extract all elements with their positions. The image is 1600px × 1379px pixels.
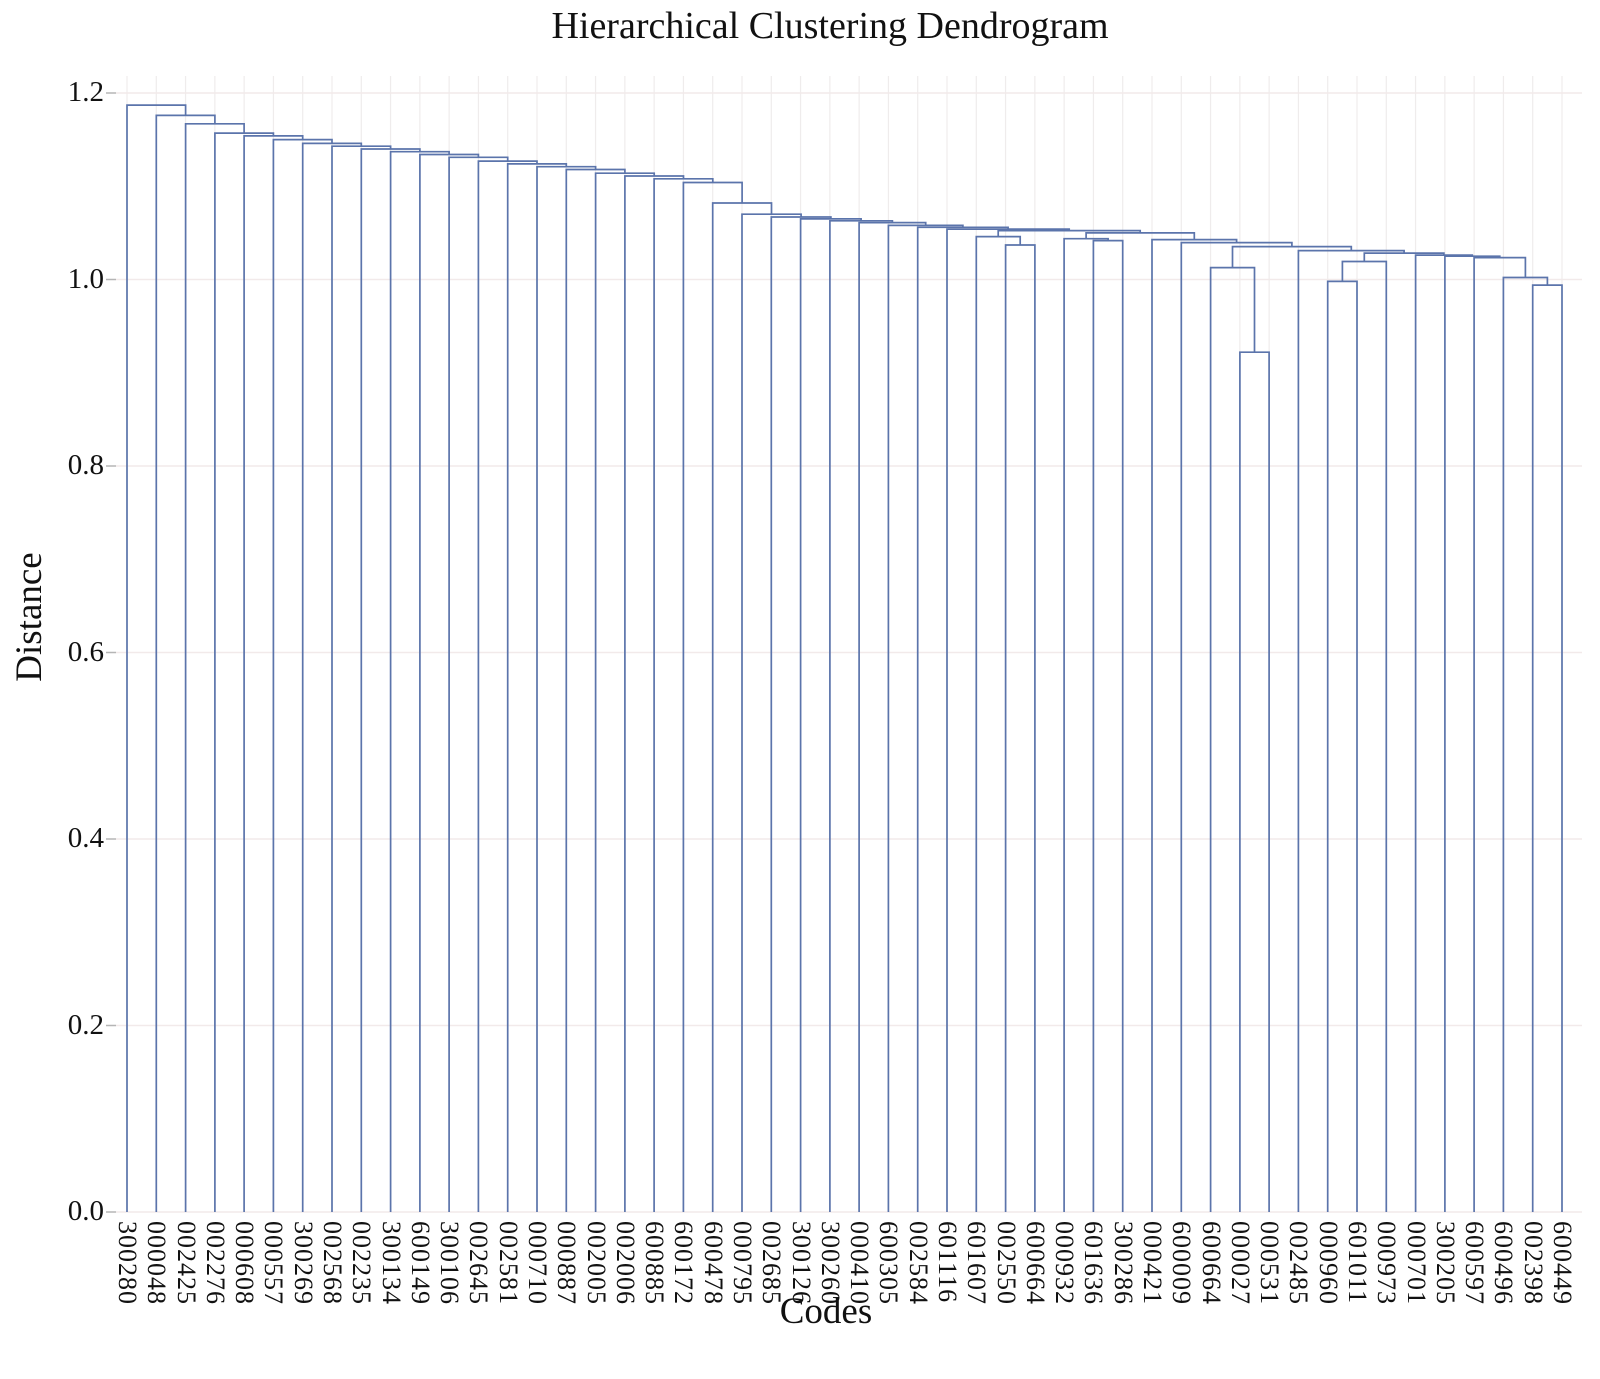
y-tick-label: 0.8: [67, 449, 104, 481]
y-tick-label: 0.0: [67, 1195, 104, 1227]
x-tick-label: 002398: [1518, 1221, 1548, 1305]
dendrogram-link: [887, 224, 964, 1212]
dendrogram-link: [1151, 238, 1238, 1212]
x-tick-label: 002584: [903, 1221, 933, 1305]
x-tick-label: 601116: [932, 1221, 962, 1304]
dendrogram-link: [1531, 284, 1563, 1212]
x-tick-label: 601011: [1342, 1221, 1372, 1305]
x-tick-label: 002550: [991, 1221, 1021, 1305]
x-tick-label: 600449: [1547, 1221, 1577, 1305]
chart-title: Hierarchical Clustering Dendrogram: [551, 5, 1109, 47]
x-tick-label: 000701: [1401, 1221, 1431, 1305]
dendrogram-link: [1239, 351, 1270, 1212]
y-tick-label: 1.2: [67, 76, 104, 108]
x-axis-label: Codes: [779, 1291, 873, 1332]
dendrogram-link: [1004, 244, 1036, 1212]
x-tick-label: 002276: [200, 1221, 230, 1305]
x-tick-label: 000887: [552, 1221, 582, 1305]
dendrogram-link: [975, 235, 1022, 1212]
x-tick-label: 002581: [493, 1221, 523, 1305]
x-tick-label: 601607: [962, 1221, 992, 1305]
x-tick-label: 000608: [230, 1221, 260, 1305]
x-tick-label: 300126: [786, 1221, 816, 1305]
x-tick-label: 300205: [1430, 1221, 1460, 1305]
x-tick-label: 300134: [376, 1221, 406, 1305]
x-tick-label: 600885: [640, 1221, 670, 1305]
y-axis-label: Distance: [9, 552, 50, 682]
x-tick-label: 600664: [1020, 1221, 1050, 1305]
x-tick-label: 002235: [347, 1221, 377, 1305]
dendrogram-link: [1180, 241, 1293, 1212]
dendrogram-link: [126, 104, 187, 1212]
x-tick-label: 000421: [1137, 1221, 1167, 1305]
x-tick-label: 000027: [1225, 1221, 1255, 1305]
x-tick-label: 601636: [1079, 1221, 1109, 1305]
x-tick-label: 600597: [1460, 1221, 1490, 1305]
dendrogram-link: [1444, 255, 1501, 1212]
dendrogram-link: [1502, 276, 1549, 1212]
x-tick-label: 600496: [1489, 1221, 1519, 1305]
dendrogram-link: [829, 219, 894, 1212]
x-tick-label: 002485: [1284, 1221, 1314, 1305]
x-tick-label: 000973: [1372, 1221, 1402, 1305]
dendrogram-link: [1414, 254, 1474, 1212]
x-tick-label: 300260: [815, 1221, 845, 1305]
x-tick-label: 002005: [581, 1221, 611, 1305]
dendrogram-link: [1326, 280, 1358, 1212]
y-tick-label: 0.4: [67, 822, 104, 854]
y-tick-label: 0.2: [67, 1008, 104, 1041]
x-tick-label: 300106: [435, 1221, 465, 1305]
x-tick-label: 000795: [727, 1221, 757, 1305]
x-tick-label: 000557: [259, 1221, 289, 1305]
x-tick-label: 000048: [142, 1221, 172, 1305]
x-tick-label: 002645: [464, 1221, 494, 1305]
x-tick-label: 600172: [669, 1221, 699, 1305]
dendrogram-link: [916, 226, 1009, 1212]
dendrogram-link: [1341, 260, 1388, 1212]
x-tick-label: 300269: [288, 1221, 318, 1305]
x-tick-label: 300286: [1108, 1221, 1138, 1305]
dendrogram-link: [858, 221, 927, 1212]
x-tick-label: 600664: [1196, 1221, 1226, 1305]
x-tick-label: 000531: [1255, 1221, 1285, 1305]
dendrogram-link: [1063, 237, 1109, 1212]
x-tick-label: 002685: [757, 1221, 787, 1305]
dendrogram-link: [946, 228, 1071, 1212]
dendrogram-link: [1092, 239, 1124, 1212]
x-tick-label: 600009: [1167, 1221, 1197, 1305]
x-tick-label: 002568: [317, 1221, 347, 1305]
x-tick-label: 000960: [1313, 1221, 1343, 1305]
x-tick-label: 600149: [405, 1221, 435, 1305]
x-tick-label: 000932: [1050, 1221, 1080, 1305]
x-tick-label: 300280: [113, 1221, 142, 1305]
dendrogram-link: [799, 218, 862, 1212]
x-tick-label: 600305: [874, 1221, 904, 1305]
y-tick-label: 1.0: [67, 262, 104, 295]
dendrogram-link: [1209, 266, 1256, 1212]
x-tick-label: 002006: [610, 1221, 640, 1305]
x-tick-label: 600478: [698, 1221, 728, 1305]
x-tick-label: 000710: [522, 1221, 552, 1305]
x-tick-label: 000410: [845, 1221, 875, 1305]
y-tick-label: 0.6: [67, 635, 104, 668]
dendrogram-link: [1473, 256, 1527, 1212]
x-tick-label: 002425: [171, 1221, 201, 1305]
dendrogram-link: [1297, 249, 1405, 1212]
